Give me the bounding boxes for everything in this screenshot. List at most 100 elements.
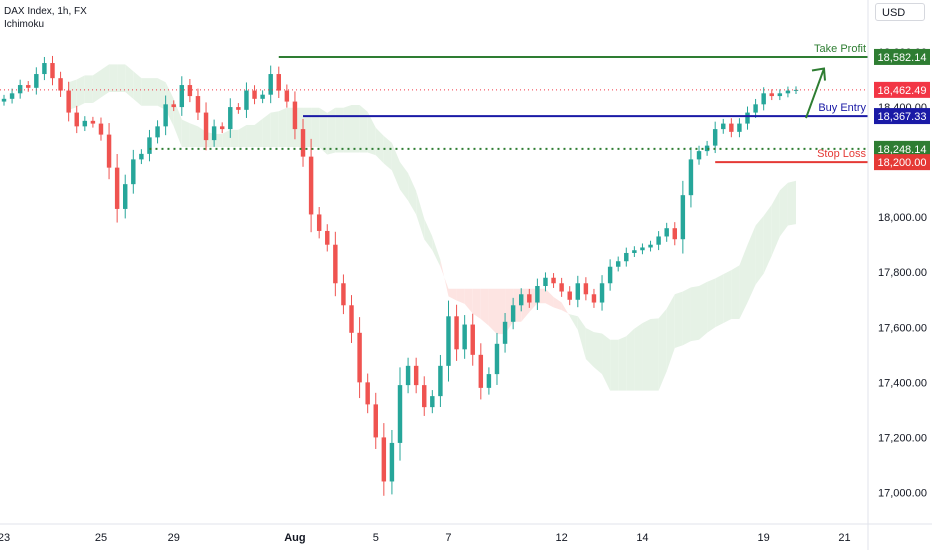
- cloud-segment: [618, 336, 627, 391]
- candle: [131, 149, 136, 194]
- candle-body: [405, 365, 411, 386]
- ichimoku-cloud: [68, 64, 796, 391]
- candle-body: [591, 294, 597, 303]
- candle-body: [599, 283, 605, 303]
- candle: [672, 222, 677, 246]
- candle: [430, 390, 435, 414]
- x-tick-label: 14: [636, 532, 648, 544]
- candle: [607, 259, 613, 291]
- cloud-segment: [674, 291, 683, 348]
- cloud-segment: [682, 287, 691, 346]
- candle-body: [131, 159, 136, 185]
- cloud-segment: [739, 244, 748, 320]
- candle: [66, 81, 71, 122]
- candle-body: [365, 382, 370, 405]
- price-badge-bg: [874, 48, 930, 65]
- price-badge-bg: [874, 81, 930, 98]
- candle-body: [502, 321, 508, 344]
- cloud-segment: [238, 124, 247, 147]
- cloud-segment: [181, 119, 190, 147]
- candle: [163, 95, 168, 136]
- candle-body: [211, 126, 217, 141]
- candle-body: [519, 294, 524, 306]
- y-tick-label: 17,800.00: [878, 267, 927, 279]
- candle: [187, 79, 193, 103]
- candle-body: [486, 374, 492, 388]
- candle-body: [551, 277, 556, 284]
- candle-body: [583, 283, 589, 295]
- candle: [42, 56, 47, 81]
- cloud-segment: [84, 75, 93, 103]
- candle-body: [284, 90, 290, 102]
- candle-body: [155, 126, 160, 138]
- cloud-segment: [367, 111, 376, 156]
- candle-body: [648, 244, 653, 248]
- price-badge-bg: [874, 108, 930, 125]
- x-tick-label: 23: [0, 532, 10, 544]
- candle: [599, 275, 605, 311]
- candle: [405, 357, 411, 394]
- candle: [462, 315, 467, 359]
- candle: [624, 247, 629, 267]
- cloud-segment: [351, 105, 360, 153]
- candle: [478, 343, 484, 400]
- arrow-shaft: [805, 68, 825, 119]
- candle-body: [90, 120, 96, 124]
- candle-body: [607, 266, 613, 284]
- candle: [704, 140, 710, 156]
- cloud-segment: [690, 286, 700, 342]
- cloud-segment: [173, 98, 182, 147]
- x-tick-label: 25: [95, 532, 107, 544]
- candle-body: [341, 283, 346, 306]
- candle-body: [179, 85, 185, 108]
- candle-body: [244, 90, 249, 110]
- cloud-segment: [723, 270, 732, 324]
- candle-body: [397, 385, 403, 443]
- x-tick-label: 19: [758, 532, 770, 544]
- candle: [680, 180, 686, 254]
- candle-body: [333, 244, 338, 284]
- cloud-segment: [699, 281, 708, 340]
- cloud-segment: [165, 82, 174, 127]
- cloud-segment: [585, 327, 594, 368]
- candle-body: [656, 236, 661, 245]
- cloud-segment: [359, 105, 368, 153]
- candle: [535, 278, 540, 310]
- level-label-2: Buy Entry: [818, 102, 866, 114]
- candle-body: [567, 291, 572, 300]
- x-tick-label: 29: [168, 532, 180, 544]
- cloud-segment: [755, 215, 764, 285]
- candle: [397, 367, 403, 461]
- cloud-segment: [432, 236, 441, 267]
- candle: [17, 79, 23, 99]
- cloud-segment: [731, 265, 740, 320]
- candle: [252, 85, 257, 105]
- cloud-segment: [626, 328, 635, 391]
- price-badge-text: 18,582.14: [878, 52, 927, 64]
- candle: [211, 119, 217, 147]
- candle-body: [430, 396, 435, 408]
- candle: [413, 357, 419, 394]
- x-tick-label: 5: [373, 532, 379, 544]
- y-tick-label: 17,000.00: [878, 487, 927, 499]
- candle: [236, 103, 241, 114]
- candle: [737, 118, 742, 138]
- candle: [559, 277, 564, 297]
- candle-body: [680, 195, 686, 240]
- candle-body: [704, 145, 710, 152]
- candle-body: [349, 305, 354, 333]
- candle-body: [66, 90, 71, 113]
- cloud-segment: [149, 78, 158, 106]
- currency-selector[interactable]: USD: [875, 3, 925, 21]
- cloud-segment: [375, 127, 384, 164]
- candle-body: [438, 365, 443, 397]
- cloud-segment: [715, 274, 724, 328]
- candle: [494, 332, 500, 385]
- candle: [147, 129, 152, 162]
- cloud-segment: [109, 64, 118, 92]
- candle-body: [672, 228, 677, 240]
- cloud-segment: [157, 78, 166, 110]
- cloud-segment: [76, 75, 85, 108]
- cloud-segment: [634, 323, 643, 391]
